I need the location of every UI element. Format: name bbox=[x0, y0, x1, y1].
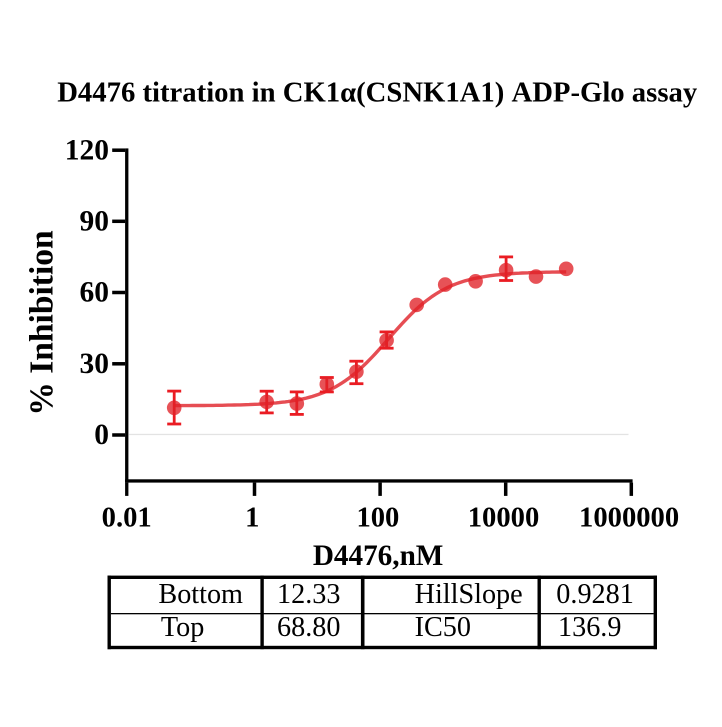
svg-text:10000: 10000 bbox=[468, 502, 539, 533]
svg-text:D4476 titration in CK1α(CSNK1A: D4476 titration in CK1α(CSNK1A1) ADP-Glo… bbox=[57, 77, 698, 109]
svg-text:IC50: IC50 bbox=[415, 612, 471, 643]
svg-text:1: 1 bbox=[245, 502, 259, 533]
svg-text:68.80: 68.80 bbox=[277, 612, 340, 643]
svg-text:0.01: 0.01 bbox=[102, 502, 152, 533]
svg-text:HillSlope: HillSlope bbox=[415, 579, 523, 610]
svg-text:0: 0 bbox=[94, 419, 109, 451]
svg-text:136.9: 136.9 bbox=[558, 612, 621, 643]
svg-text:90: 90 bbox=[80, 206, 110, 238]
svg-text:D4476,nM: D4476,nM bbox=[313, 540, 444, 572]
svg-text:Top: Top bbox=[161, 612, 204, 643]
svg-text:1000000: 1000000 bbox=[579, 502, 679, 533]
svg-text:% Inhibition: % Inhibition bbox=[23, 230, 60, 416]
svg-text:120: 120 bbox=[65, 134, 109, 166]
svg-text:60: 60 bbox=[80, 277, 110, 309]
svg-text:0.9281: 0.9281 bbox=[556, 579, 634, 610]
svg-text:12.33: 12.33 bbox=[277, 579, 340, 610]
svg-text:30: 30 bbox=[80, 348, 110, 380]
svg-text:100: 100 bbox=[356, 502, 399, 533]
svg-text:Bottom: Bottom bbox=[158, 579, 243, 610]
